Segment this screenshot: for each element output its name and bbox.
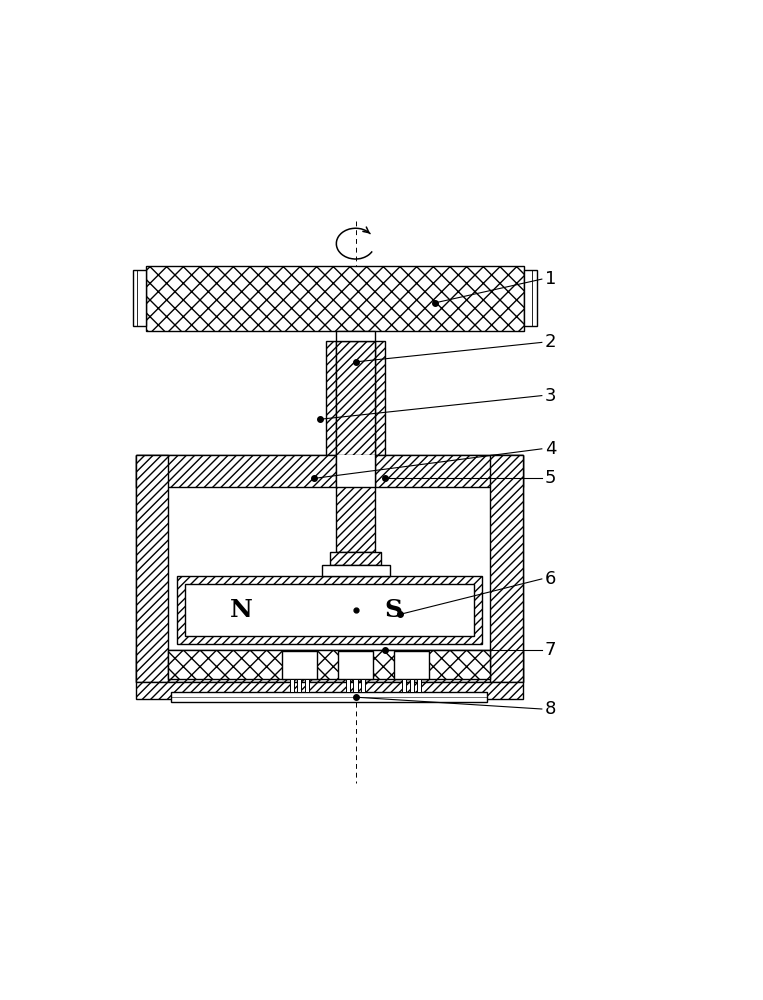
Bar	[282, 651, 317, 679]
Bar	[375, 455, 523, 487]
Bar	[136, 682, 523, 699]
Bar	[290, 679, 294, 692]
Bar	[321, 565, 390, 576]
Bar	[136, 455, 168, 682]
Text: 5: 5	[545, 469, 556, 487]
Bar	[136, 455, 523, 682]
Bar	[136, 455, 336, 487]
Bar	[185, 584, 474, 636]
Text: 8: 8	[545, 700, 556, 718]
Bar	[177, 576, 481, 644]
Bar	[394, 651, 430, 679]
Text: N: N	[230, 598, 253, 622]
Bar	[171, 692, 488, 702]
Bar	[491, 455, 523, 682]
Bar	[336, 455, 375, 487]
Bar	[336, 341, 375, 455]
Bar	[168, 650, 491, 679]
Bar	[336, 487, 375, 552]
Bar	[417, 679, 421, 692]
Bar	[338, 651, 373, 679]
Bar	[524, 270, 537, 326]
Bar	[353, 679, 358, 692]
Bar	[410, 679, 414, 692]
Bar	[330, 552, 381, 565]
Text: 6: 6	[545, 570, 556, 588]
Text: 3: 3	[545, 387, 556, 405]
Bar	[298, 679, 301, 692]
Bar	[146, 266, 524, 331]
Bar	[133, 270, 146, 326]
Bar	[361, 679, 365, 692]
Bar	[136, 650, 523, 682]
Bar	[402, 679, 406, 692]
Text: 7: 7	[545, 641, 556, 659]
Text: 2: 2	[545, 333, 556, 351]
Bar	[375, 341, 385, 455]
Bar	[336, 331, 375, 341]
Bar	[326, 341, 336, 455]
Bar	[346, 679, 350, 692]
Text: 1: 1	[545, 270, 556, 288]
Text: S: S	[385, 598, 402, 622]
Bar	[168, 487, 491, 617]
Bar	[305, 679, 309, 692]
Text: 4: 4	[545, 440, 556, 458]
